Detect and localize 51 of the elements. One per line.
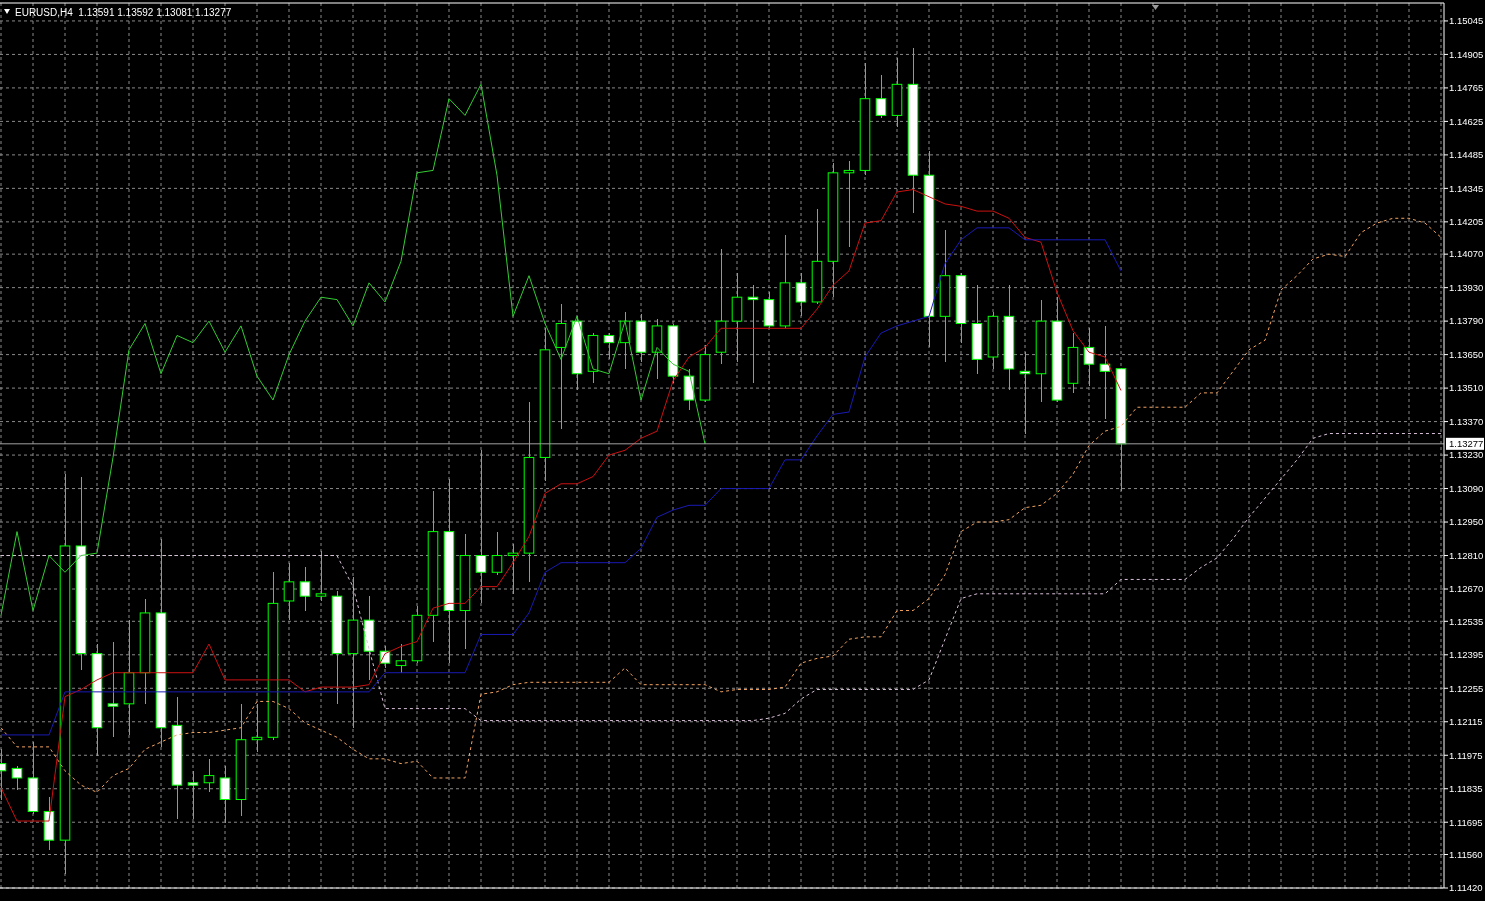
line-series — [0, 433, 1442, 722]
y-tick-label: 1.13790 — [1449, 315, 1484, 327]
line-series — [0, 217, 1442, 793]
y-tick-label: 1.13370 — [1449, 415, 1484, 427]
candlestick — [107, 641, 119, 738]
candlestick — [555, 303, 567, 430]
y-tick-label: 1.15045 — [1449, 15, 1484, 27]
candlestick — [475, 449, 487, 604]
y-tick-label: 1.14070 — [1449, 248, 1484, 260]
y-tick-label: 1.14345 — [1449, 182, 1484, 194]
candlestick — [11, 765, 23, 791]
candlestick — [283, 562, 295, 621]
candlestick — [731, 272, 743, 363]
y-tick-label: 1.12255 — [1449, 682, 1484, 694]
line-series — [0, 83, 706, 616]
y-tick-label: 1.11835 — [1449, 783, 1483, 795]
line-series — [0, 189, 1122, 822]
y-tick-label: 1.12950 — [1449, 516, 1484, 528]
candlestick — [875, 74, 887, 119]
y-tick-label: 1.12810 — [1449, 549, 1484, 561]
y-tick-label: 1.12395 — [1449, 649, 1484, 661]
y-tick-label: 1.11695 — [1449, 816, 1483, 828]
candlestick — [395, 643, 407, 674]
candlestick — [203, 758, 215, 793]
candlestick — [219, 765, 231, 825]
y-tick-label: 1.14205 — [1449, 216, 1484, 228]
y-tick-label: 1.11975 — [1449, 749, 1483, 761]
y-tick-label: 1.13230 — [1449, 449, 1484, 461]
y-tick-label: 1.13510 — [1449, 382, 1484, 394]
candlestick — [315, 550, 327, 602]
y-tick-label: 1.14765 — [1449, 82, 1484, 94]
y-tick-label: 1.13650 — [1449, 348, 1484, 360]
candlestick — [299, 566, 311, 612]
chart-title: EURUSD,H4 1.13591 1.13592 1.13081 1.13277 — [15, 7, 232, 18]
y-tick-label: 1.14905 — [1449, 48, 1484, 60]
y-tick-label: 1.12535 — [1449, 615, 1484, 627]
ref-line-label: 1.13277 — [1449, 438, 1484, 450]
y-tick-label: 1.13930 — [1449, 281, 1484, 293]
candlestick — [795, 272, 807, 317]
candlestick — [507, 542, 519, 595]
line-series — [0, 227, 1122, 736]
candlestick — [603, 332, 615, 360]
candlestick — [187, 770, 199, 820]
y-tick-label: 1.14485 — [1449, 149, 1484, 161]
y-tick-label: 1.12115 — [1449, 716, 1483, 728]
y-tick-label: 1.12670 — [1449, 583, 1484, 595]
y-tick-label: 1.14625 — [1449, 115, 1484, 127]
y-tick-label: 1.11560 — [1449, 848, 1483, 860]
y-tick-label: 1.11420 — [1449, 882, 1483, 894]
y-tick-label: 1.13090 — [1449, 482, 1484, 494]
candlestick — [491, 531, 503, 576]
